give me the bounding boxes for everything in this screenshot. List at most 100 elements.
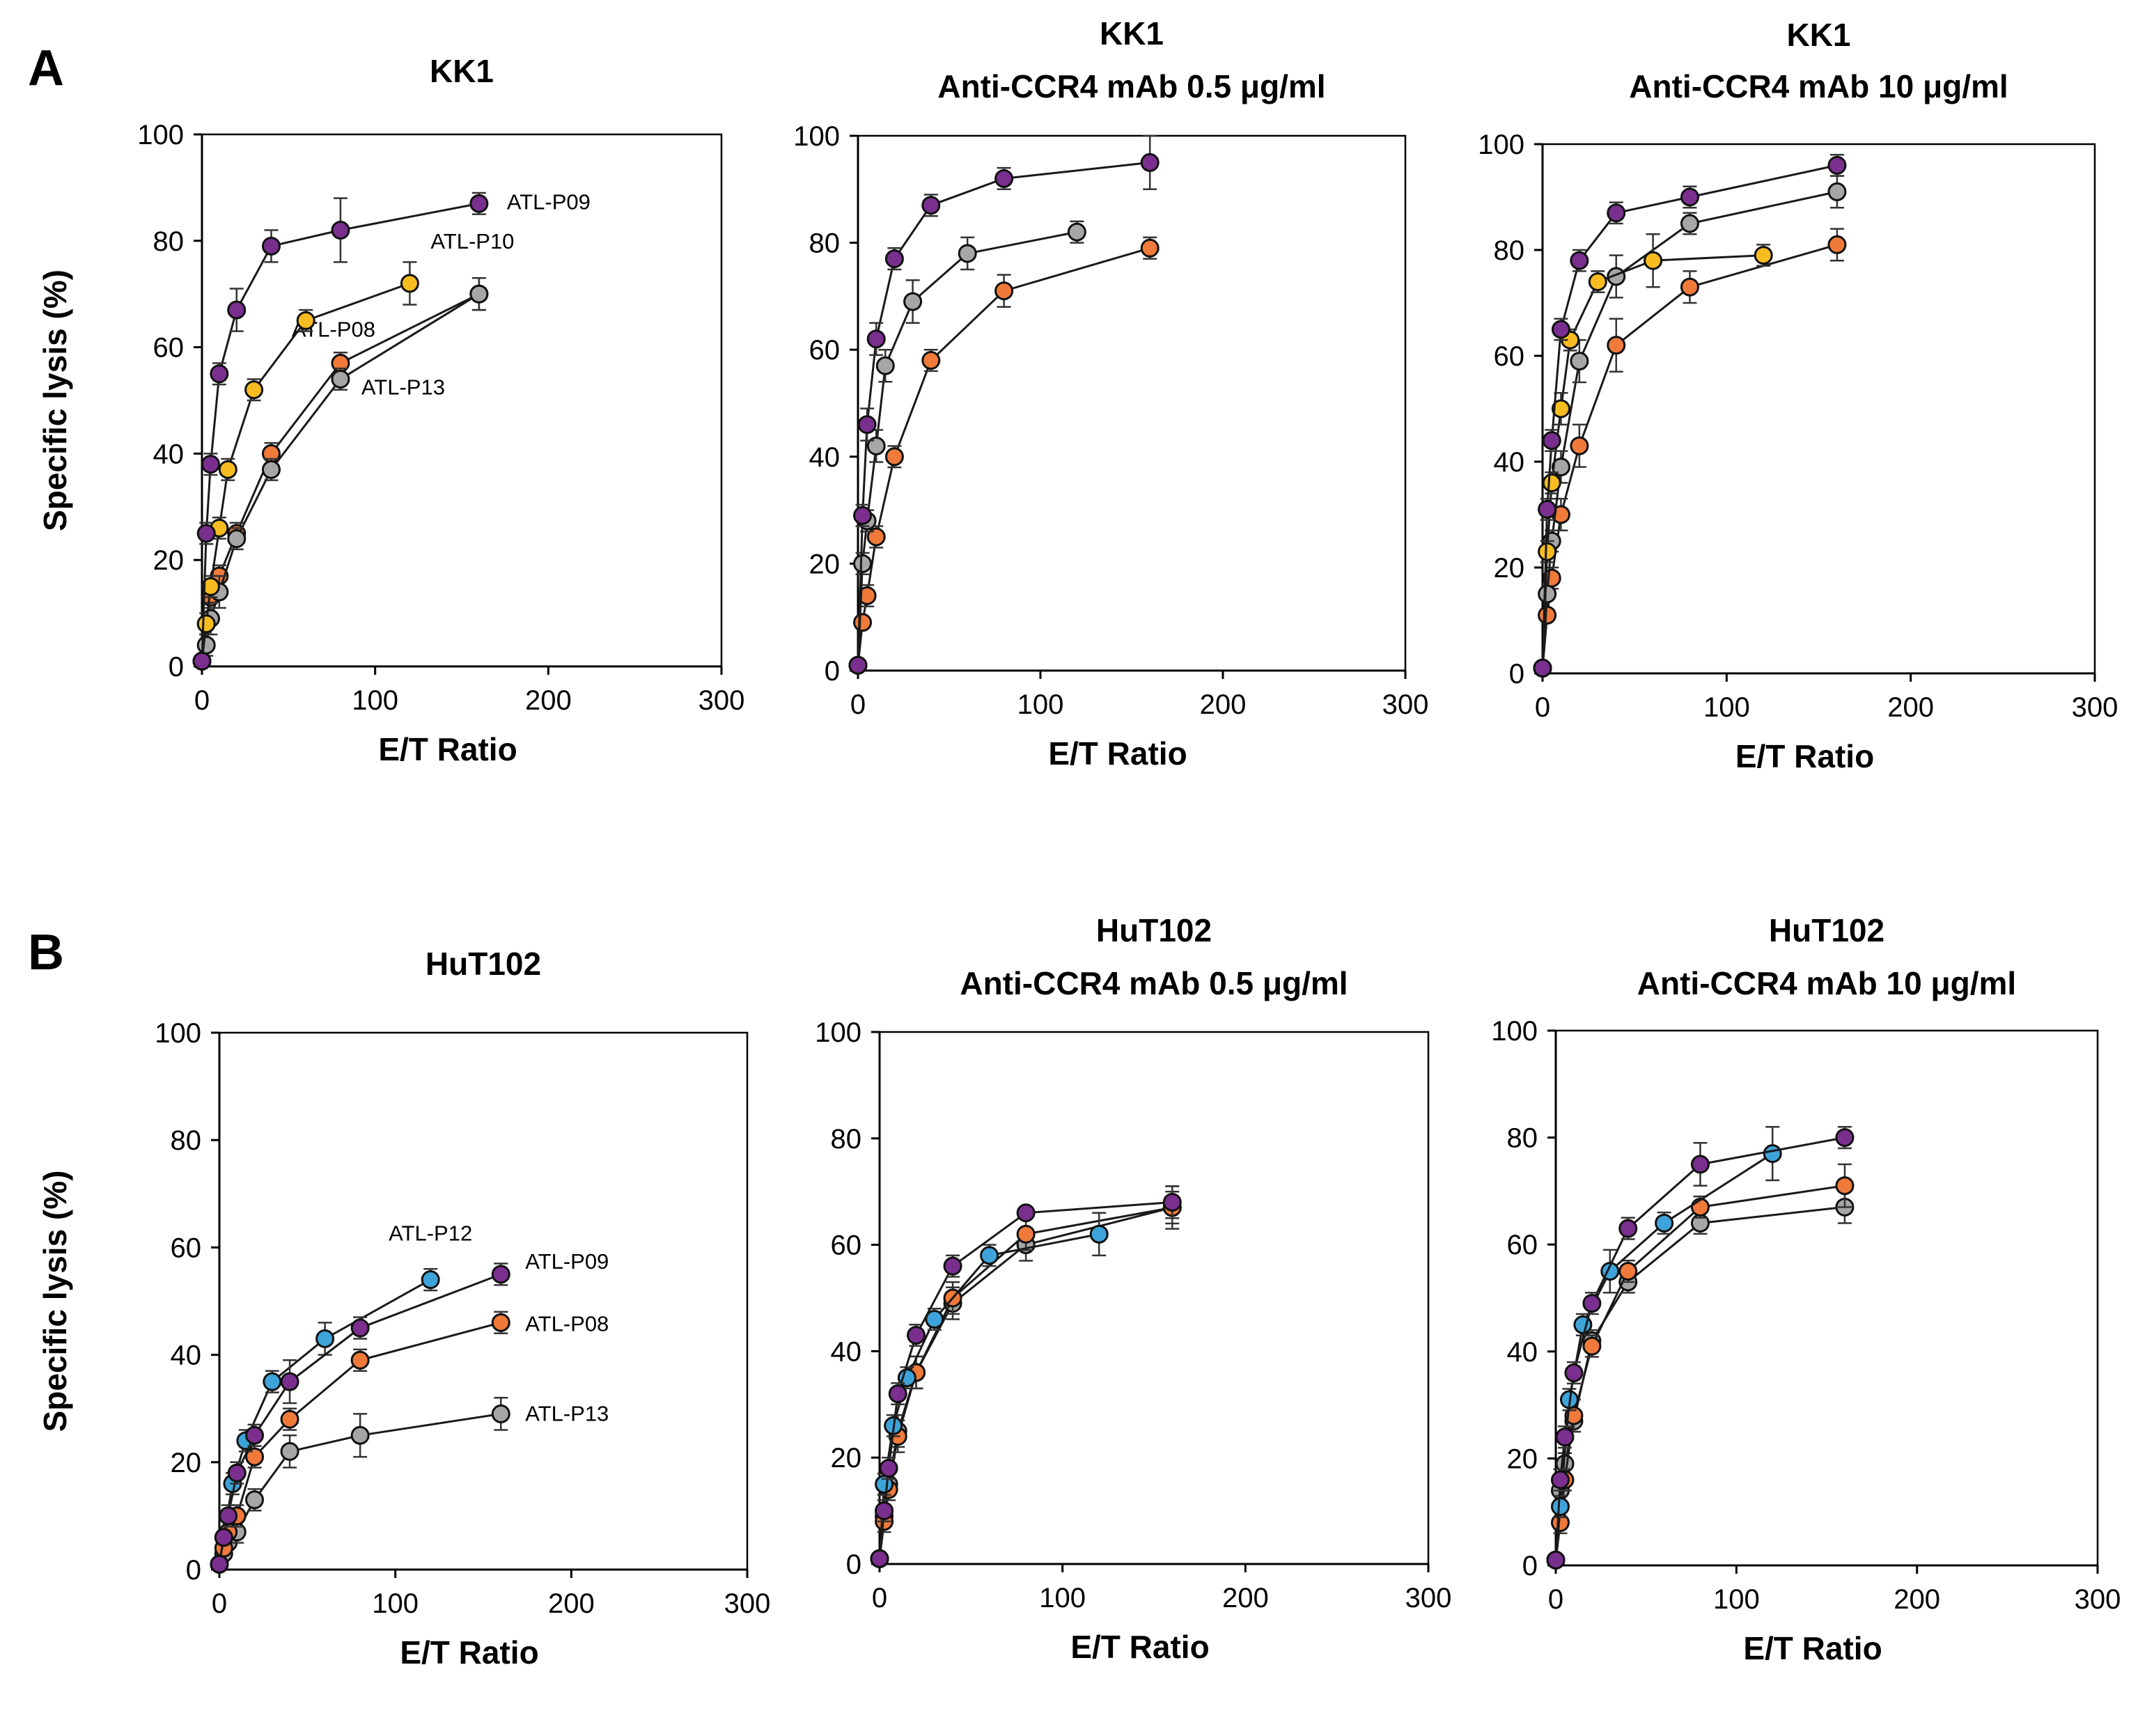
x-tick-label: 200 (548, 1588, 595, 1619)
data-point (1827, 182, 1847, 201)
panel-letter-b: B (28, 925, 64, 980)
data-point (994, 281, 1014, 301)
y-tick-label: 0 (1522, 1551, 1538, 1581)
series-atl-p09 (1546, 1125, 1855, 1570)
data-point (853, 554, 873, 573)
data-point (227, 1463, 247, 1483)
data-point (1016, 1224, 1036, 1244)
data-point (853, 613, 873, 632)
y-tick-label: 20 (809, 549, 841, 579)
y-tick-label: 60 (153, 333, 185, 363)
y-tick-label: 100 (815, 1017, 861, 1048)
y-tick-label: 20 (171, 1448, 202, 1478)
data-point (884, 249, 904, 269)
data-point (192, 651, 212, 671)
data-point (214, 1528, 233, 1547)
series-atl-p13 (1546, 1190, 1855, 1570)
data-point (296, 311, 315, 330)
chart-title: Anti-CCR4 mAb 10 μg/ml (1637, 965, 2016, 1001)
y-tick-label: 100 (137, 120, 184, 150)
series-label: ATL-P09 (507, 189, 591, 214)
data-point (875, 356, 895, 375)
data-point (879, 1458, 898, 1478)
data-point (245, 1490, 265, 1510)
data-point (280, 1441, 299, 1461)
data-point (888, 1384, 907, 1404)
y-axis-title: Specific lysis (%) (37, 1171, 73, 1432)
x-tick-label: 100 (1713, 1584, 1760, 1615)
series-atl-p08: ATL-P08 (210, 1311, 609, 1574)
series-atl-p08: ATL-P08 (192, 277, 489, 671)
data-point (1827, 235, 1847, 254)
panel-letter-a: A (28, 40, 64, 96)
series-atl-p13 (848, 220, 1086, 675)
x-tick-label: 0 (212, 1588, 227, 1619)
data-point (227, 529, 247, 549)
x-tick-label: 300 (699, 685, 745, 716)
x-tick-label: 200 (1894, 1584, 1940, 1615)
x-axis-title: E/T Ratio (1735, 738, 1874, 774)
chart-b2: HuT102 Anti-CCR4 mAb 0.5 μg/ml 0 20 40 60 80 10… (815, 912, 1451, 1665)
series-atl-p09: ATL-P09 (192, 189, 591, 671)
data-point (245, 1447, 265, 1467)
x-tick-label: 100 (1017, 689, 1064, 720)
data-point (903, 292, 923, 311)
data-point (469, 194, 489, 213)
data-point (866, 436, 886, 455)
series-label: ATL-P12 (389, 1221, 472, 1246)
chart-title: Anti-CCR4 mAb 0.5 μg/ml (937, 68, 1325, 104)
x-axis-title: E/T Ratio (378, 731, 517, 767)
series-line (201, 202, 480, 662)
series-line (1541, 164, 1838, 668)
chart-b3: HuT102 Anti-CCR4 mAb 10 μg/ml 0 20 40 60 80 100… (1491, 912, 2121, 1666)
y-tick-label: 20 (1494, 553, 1525, 584)
y-tick-label: 80 (1507, 1123, 1538, 1154)
data-point (469, 284, 489, 304)
data-point (1538, 584, 1557, 604)
x-tick-label: 200 (1887, 692, 1934, 723)
y-tick-label: 100 (793, 121, 840, 152)
data-point (491, 1265, 510, 1284)
data-point (875, 1501, 894, 1521)
data-point (1582, 1336, 1602, 1356)
x-tick-label: 0 (850, 689, 866, 720)
series-atl-p09 (848, 134, 1160, 675)
y-tick-label: 100 (1478, 130, 1524, 160)
series-atl-p13 (1533, 175, 1847, 678)
chart-a3: KK1 Anti-CCR4 mAb 10 μg/ml 0 20 40 60 80 100 0 10… (1478, 17, 2118, 774)
data-point (1555, 1428, 1575, 1447)
data-point (263, 1372, 282, 1391)
data-point (1588, 272, 1607, 292)
x-tick-label: 300 (1382, 689, 1429, 720)
series-label: ATL-P13 (525, 1401, 609, 1425)
x-tick-label: 0 (194, 685, 210, 716)
y-axis-title: Specific lysis (%) (37, 269, 73, 531)
plot-frame (1541, 143, 2096, 675)
y-tick-label: 20 (1507, 1444, 1538, 1474)
plot-frame (201, 133, 723, 668)
y-tick-label: 0 (846, 1549, 861, 1580)
data-point (201, 577, 220, 596)
data-point (280, 1409, 299, 1429)
data-point (1564, 1363, 1584, 1383)
y-tick-label: 40 (1494, 447, 1525, 478)
x-tick-label: 0 (872, 1583, 887, 1613)
data-point (980, 1246, 999, 1265)
y-tick-label: 40 (171, 1340, 202, 1371)
chart-title: Anti-CCR4 mAb 0.5 μg/ml (960, 965, 1348, 1001)
data-point (1607, 203, 1626, 223)
x-tick-label: 0 (1548, 1584, 1563, 1615)
data-point (196, 524, 216, 543)
data-point (884, 447, 904, 467)
plot-frame (1554, 1029, 2099, 1567)
data-point (350, 1318, 370, 1338)
data-point (1140, 153, 1160, 172)
series-atl-p12 (870, 1212, 1109, 1568)
data-point (1835, 1176, 1855, 1196)
y-tick-label: 80 (153, 226, 185, 257)
y-tick-label: 80 (1494, 235, 1525, 266)
series-atl-p12: ATL-P12 (210, 1221, 472, 1574)
data-point (196, 614, 216, 634)
data-point (921, 351, 941, 370)
series-atl-p10: ATL-P10 (192, 229, 514, 671)
